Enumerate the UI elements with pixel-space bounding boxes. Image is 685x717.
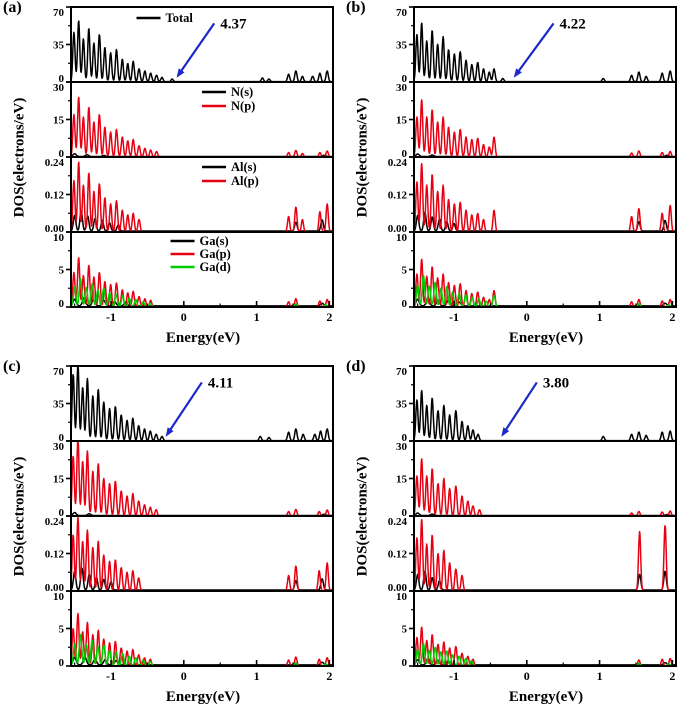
svg-text:0: 0 bbox=[181, 669, 187, 683]
svg-text:N(s): N(s) bbox=[231, 85, 253, 99]
panel-b: (b) DOS(electrons/eV) 0 35 70 4.22 0 15 30 0.00… bbox=[344, 0, 684, 357]
y-axis-label: DOS(electrons/eV) bbox=[354, 97, 371, 218]
svg-text:5: 5 bbox=[402, 265, 408, 277]
svg-text:0.12: 0.12 bbox=[45, 190, 65, 202]
svg-text:1: 1 bbox=[254, 669, 260, 683]
svg-text:15: 15 bbox=[53, 115, 65, 127]
svg-text:3.80: 3.80 bbox=[543, 375, 569, 391]
svg-text:2: 2 bbox=[326, 669, 332, 683]
svg-text:35: 35 bbox=[396, 399, 408, 411]
svg-text:0.00: 0.00 bbox=[388, 223, 408, 235]
svg-text:0: 0 bbox=[524, 669, 530, 683]
x-axis-label: Energy(eV) bbox=[508, 330, 584, 346]
svg-text:2: 2 bbox=[669, 310, 675, 324]
svg-text:1: 1 bbox=[597, 669, 603, 683]
svg-text:0: 0 bbox=[402, 657, 408, 669]
svg-text:30: 30 bbox=[396, 441, 408, 453]
svg-text:10: 10 bbox=[53, 232, 65, 244]
panel-label-d: (d) bbox=[346, 358, 366, 375]
svg-text:0: 0 bbox=[59, 73, 65, 85]
svg-text:35: 35 bbox=[53, 40, 65, 52]
svg-text:0: 0 bbox=[524, 310, 530, 324]
svg-text:0.00: 0.00 bbox=[45, 582, 65, 594]
x-axis-label: Energy(eV) bbox=[165, 330, 241, 346]
svg-text:0.24: 0.24 bbox=[45, 157, 65, 169]
svg-text:-1: -1 bbox=[106, 669, 116, 683]
y-axis-label: DOS(electrons/eV) bbox=[354, 456, 371, 577]
panel-label-c: (c) bbox=[3, 358, 21, 375]
svg-text:30: 30 bbox=[53, 441, 65, 453]
svg-text:0: 0 bbox=[59, 432, 65, 444]
svg-text:2: 2 bbox=[669, 669, 675, 683]
svg-text:Al(s): Al(s) bbox=[231, 160, 257, 174]
x-axis-label: Energy(eV) bbox=[508, 689, 584, 705]
svg-text:4.11: 4.11 bbox=[208, 375, 233, 391]
x-axis-label: Energy(eV) bbox=[165, 689, 241, 705]
svg-text:0.24: 0.24 bbox=[45, 516, 65, 528]
svg-text:15: 15 bbox=[396, 115, 408, 127]
svg-text:Ga(p): Ga(p) bbox=[200, 247, 231, 261]
svg-text:70: 70 bbox=[53, 7, 65, 19]
svg-text:0: 0 bbox=[59, 657, 65, 669]
svg-text:5: 5 bbox=[59, 624, 65, 636]
svg-text:10: 10 bbox=[53, 591, 65, 603]
svg-text:4.37: 4.37 bbox=[220, 16, 247, 32]
panel-c: (c) DOS(electrons/eV) 0 35 70 4.11 0 15 30 0.00… bbox=[1, 358, 341, 716]
svg-text:N(p): N(p) bbox=[231, 99, 255, 113]
y-axis-label: DOS(electrons/eV) bbox=[11, 456, 28, 577]
svg-text:10: 10 bbox=[396, 232, 408, 244]
svg-text:0.24: 0.24 bbox=[388, 157, 408, 169]
svg-text:5: 5 bbox=[59, 265, 65, 277]
svg-text:70: 70 bbox=[53, 366, 65, 378]
svg-text:Total: Total bbox=[166, 11, 194, 25]
svg-text:35: 35 bbox=[396, 40, 408, 52]
svg-text:0: 0 bbox=[402, 507, 408, 519]
svg-text:70: 70 bbox=[396, 7, 408, 19]
panel-a: (a) DOS(electrons/eV) 0 35 70 Total 4.37 0 15 3… bbox=[1, 0, 341, 357]
svg-text:Al(p): Al(p) bbox=[231, 174, 259, 188]
svg-text:35: 35 bbox=[53, 399, 65, 411]
panel-label-b: (b) bbox=[346, 0, 366, 16]
svg-text:30: 30 bbox=[396, 82, 408, 94]
svg-text:70: 70 bbox=[396, 366, 408, 378]
svg-text:0.24: 0.24 bbox=[388, 516, 408, 528]
svg-text:-1: -1 bbox=[106, 310, 116, 324]
svg-text:1: 1 bbox=[597, 310, 603, 324]
svg-text:-1: -1 bbox=[449, 669, 459, 683]
svg-text:0.12: 0.12 bbox=[388, 190, 408, 202]
svg-text:Ga(s): Ga(s) bbox=[200, 234, 229, 248]
svg-text:0.12: 0.12 bbox=[388, 549, 408, 561]
svg-text:4.22: 4.22 bbox=[560, 16, 586, 32]
svg-text:Ga(d): Ga(d) bbox=[200, 260, 231, 274]
svg-text:0: 0 bbox=[59, 507, 65, 519]
svg-text:15: 15 bbox=[396, 474, 408, 486]
svg-text:10: 10 bbox=[396, 591, 408, 603]
svg-text:0.12: 0.12 bbox=[45, 549, 65, 561]
svg-text:0.00: 0.00 bbox=[388, 582, 408, 594]
svg-text:2: 2 bbox=[326, 310, 332, 324]
svg-text:-1: -1 bbox=[449, 310, 459, 324]
svg-text:0: 0 bbox=[402, 432, 408, 444]
svg-text:0: 0 bbox=[59, 298, 65, 310]
svg-text:0: 0 bbox=[402, 298, 408, 310]
svg-text:0.00: 0.00 bbox=[45, 223, 65, 235]
panel-label-a: (a) bbox=[3, 0, 22, 16]
svg-text:30: 30 bbox=[53, 82, 65, 94]
svg-text:5: 5 bbox=[402, 624, 408, 636]
svg-text:0: 0 bbox=[59, 148, 65, 160]
svg-text:15: 15 bbox=[53, 474, 65, 486]
svg-text:0: 0 bbox=[402, 73, 408, 85]
svg-text:0: 0 bbox=[181, 310, 187, 324]
svg-text:0: 0 bbox=[402, 148, 408, 160]
panel-d: (d) DOS(electrons/eV) 0 35 70 3.80 0 15 30 0.00… bbox=[344, 358, 684, 716]
y-axis-label: DOS(electrons/eV) bbox=[11, 97, 28, 218]
svg-text:1: 1 bbox=[254, 310, 260, 324]
